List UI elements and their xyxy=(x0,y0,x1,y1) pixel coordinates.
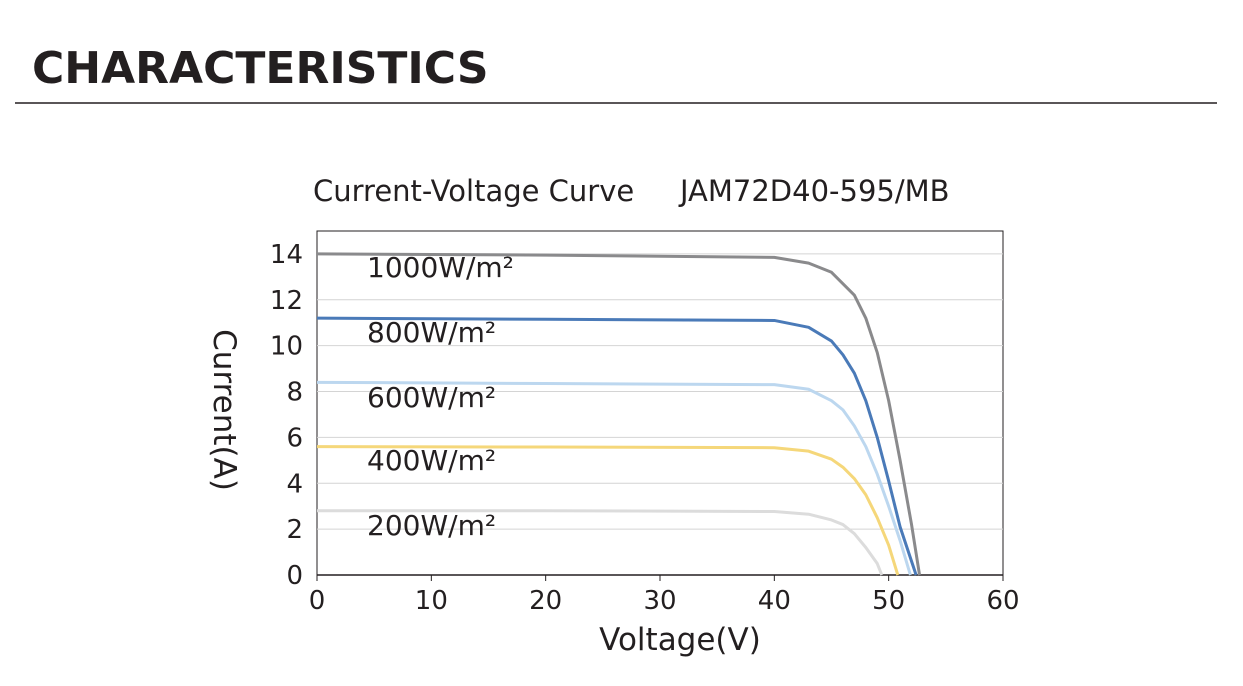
x-tick-label: 10 xyxy=(415,586,448,616)
y-tick-label: 14 xyxy=(270,240,303,270)
curve-label: 1000W/m² xyxy=(367,251,514,284)
curve-label: 800W/m² xyxy=(367,316,496,349)
y-tick-label: 12 xyxy=(270,286,303,316)
x-tick-label: 30 xyxy=(643,586,676,616)
x-tick-label: 20 xyxy=(529,586,562,616)
iv-curve xyxy=(317,509,884,576)
chart-title: Current-Voltage Curve xyxy=(313,174,634,208)
iv-curve xyxy=(316,380,912,576)
section-title: CHARACTERISTICS xyxy=(32,43,489,94)
iv-curve xyxy=(316,316,918,576)
y-tick-label: 10 xyxy=(270,332,303,362)
curve-label: 600W/m² xyxy=(367,381,496,414)
curve-label: 400W/m² xyxy=(367,444,496,477)
y-axis-label: Current(A) xyxy=(206,329,242,491)
x-tick-label: 60 xyxy=(986,586,1019,616)
curve-label: 200W/m² xyxy=(367,509,496,542)
x-tick-label: 50 xyxy=(872,586,905,616)
y-tick-label: 0 xyxy=(286,561,303,591)
y-tick-label: 8 xyxy=(286,378,303,408)
y-tick-label: 2 xyxy=(286,515,303,545)
iv-curve xyxy=(316,252,922,576)
x-tick-label: 40 xyxy=(758,586,791,616)
x-axis-label: Voltage(V) xyxy=(599,622,761,658)
x-tick-label: 0 xyxy=(309,586,326,616)
y-tick-label: 4 xyxy=(286,469,303,499)
iv-curve xyxy=(316,445,900,576)
y-tick-label: 6 xyxy=(286,423,303,453)
chart-subtitle: JAM72D40-595/MB xyxy=(678,174,950,208)
